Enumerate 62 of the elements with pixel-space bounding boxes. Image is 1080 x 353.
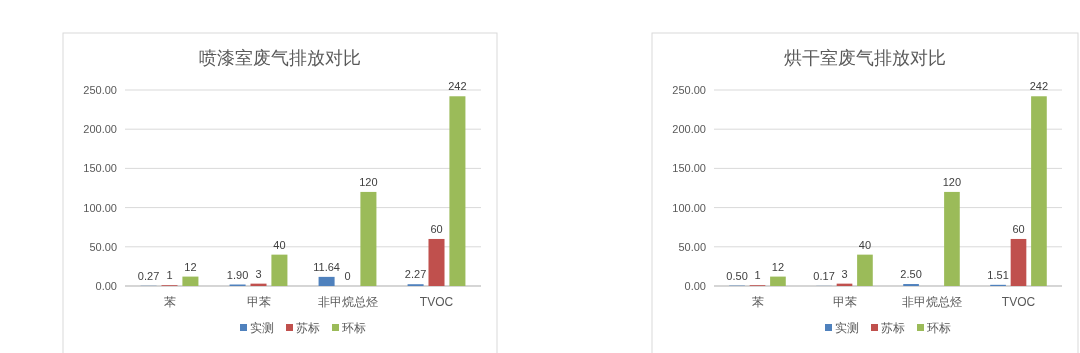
- chart-title: 烘干室废气排放对比: [784, 48, 946, 68]
- legend-label: 苏标: [296, 321, 320, 335]
- bar: [360, 191, 377, 286]
- y-tick-label: 250.00: [672, 84, 706, 96]
- data-label: 0.27: [137, 269, 160, 282]
- bar: [271, 254, 288, 286]
- data-label: 242: [1029, 80, 1049, 93]
- bar: [428, 238, 445, 286]
- x-tick-label: 苯: [751, 295, 764, 309]
- x-tick-label: 非甲烷总烃: [901, 295, 962, 309]
- bar: [449, 96, 466, 286]
- chart-title: 喷漆室废气排放对比: [199, 48, 361, 68]
- data-label: 1.90: [226, 268, 249, 281]
- bar: [1031, 96, 1047, 286]
- legend-label: 环标: [927, 321, 951, 335]
- data-label: 2.27: [404, 268, 427, 281]
- data-label: 60: [1012, 222, 1025, 235]
- y-tick-label: 50.00: [89, 240, 117, 253]
- data-label: 60: [430, 222, 443, 235]
- bar: [944, 191, 960, 286]
- legend-label: 环标: [342, 321, 366, 335]
- y-tick-label: 0.00: [684, 280, 706, 292]
- bar: [318, 276, 335, 286]
- data-label: 11.64: [313, 260, 340, 273]
- x-tick-label: 苯: [163, 295, 176, 309]
- data-label: 40: [273, 238, 286, 251]
- data-label: 1.51: [987, 268, 1009, 281]
- data-label: 120: [942, 175, 962, 188]
- bar: [1010, 238, 1027, 286]
- x-tick-label: 非甲烷总烃: [317, 295, 378, 309]
- y-tick-label: 250.00: [83, 84, 117, 96]
- data-label: 1: [166, 269, 173, 282]
- y-tick-label: 150.00: [83, 162, 117, 175]
- data-label: 3: [255, 267, 262, 280]
- y-tick-label: 200.00: [672, 123, 706, 136]
- x-tick-label: 甲苯: [246, 295, 271, 309]
- x-tick-label: 甲苯: [832, 295, 857, 309]
- data-label: 242: [448, 80, 467, 93]
- data-label: 12: [771, 260, 785, 273]
- y-tick-label: 0.00: [95, 280, 117, 292]
- bar: [857, 254, 873, 286]
- legend-label: 实测: [835, 321, 859, 335]
- legend-label: 苏标: [881, 321, 905, 335]
- x-tick-label: TVOC: [1001, 295, 1036, 309]
- y-tick-label: 200.00: [83, 123, 117, 136]
- y-tick-label: 100.00: [83, 201, 117, 214]
- y-tick-label: 50.00: [678, 240, 706, 253]
- legend-label: 实测: [250, 321, 274, 335]
- y-tick-label: 150.00: [672, 162, 706, 175]
- data-label: 2.50: [900, 268, 922, 281]
- bar: [182, 276, 199, 286]
- data-label: 3: [841, 267, 848, 280]
- y-tick-label: 100.00: [672, 201, 706, 214]
- data-label: 0: [344, 270, 351, 282]
- data-label: 0.17: [813, 269, 835, 282]
- bar: [770, 276, 786, 286]
- data-label: 12: [184, 260, 197, 273]
- data-label: 0.50: [726, 269, 748, 282]
- data-label: 40: [858, 238, 872, 251]
- data-label: 1: [754, 269, 761, 282]
- x-tick-label: TVOC: [419, 295, 454, 309]
- data-label: 120: [359, 175, 378, 188]
